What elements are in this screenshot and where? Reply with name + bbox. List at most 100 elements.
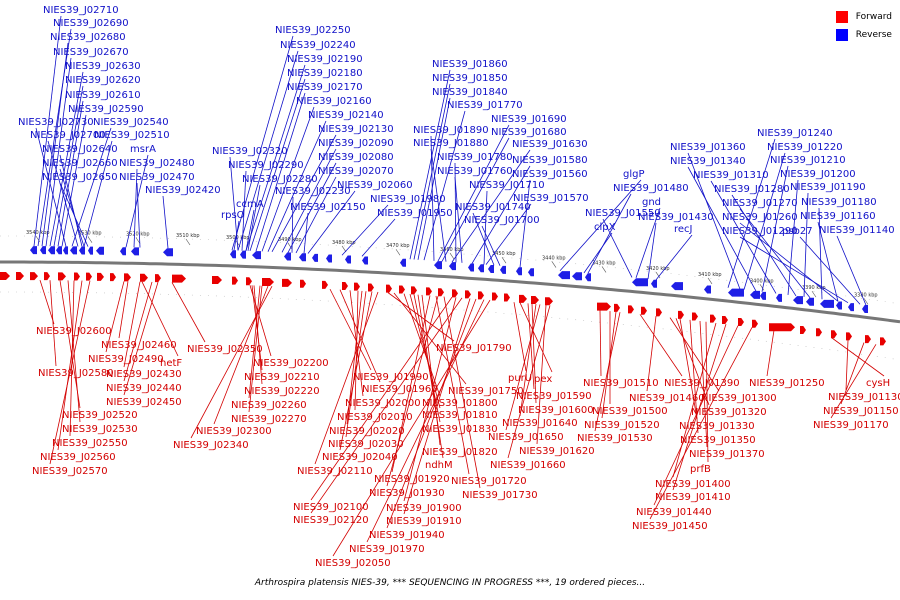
forward-gene-label: NIES39_J02200 bbox=[253, 358, 329, 369]
forward-gene-label: NIES39_J01130 bbox=[828, 392, 900, 403]
reverse-leader-line bbox=[41, 42, 69, 247]
forward-gene-label: NIES39_J02020 bbox=[329, 426, 405, 437]
forward-gene-label: NIES39_J01440 bbox=[636, 507, 712, 518]
reverse-gene-arrow bbox=[434, 261, 442, 270]
reverse-gene-arrow bbox=[704, 285, 711, 294]
reverse-leader-line bbox=[739, 208, 811, 298]
reverse-gene-arrow bbox=[312, 253, 318, 262]
reverse-gene-label: NIES39_J02290 bbox=[228, 160, 304, 171]
reverse-leader-line bbox=[471, 165, 531, 264]
forward-gene-arrow bbox=[465, 290, 471, 299]
reverse-gene-label: NIES39_J01360 bbox=[670, 142, 746, 153]
forward-gene-label: prfB bbox=[690, 464, 711, 475]
kbp-tick bbox=[501, 257, 507, 264]
forward-gene-arrow bbox=[74, 272, 80, 281]
reverse-gene-label: NIES39_J02630 bbox=[65, 61, 141, 72]
reverse-gene-label: NIES39_J02420 bbox=[145, 185, 221, 196]
forward-gene-label: NIES39_J02450 bbox=[106, 397, 182, 408]
forward-gene-label: NIES39_J01620 bbox=[519, 446, 595, 457]
reverse-leader-line bbox=[361, 218, 396, 257]
forward-gene-label: NIES39_J01830 bbox=[422, 424, 498, 435]
forward-leader-line bbox=[599, 310, 602, 377]
kbp-tick-label: 3530 kbp bbox=[78, 231, 102, 237]
forward-gene-label: purU bbox=[508, 373, 532, 384]
kbp-tick bbox=[655, 271, 661, 279]
reverse-leader-line bbox=[33, 15, 62, 247]
forward-gene-label: NIES39_J02550 bbox=[52, 438, 128, 449]
reverse-gene-label: NIES39_J01190 bbox=[790, 182, 866, 193]
reverse-gene-label: NIES39_J01560 bbox=[512, 169, 588, 180]
forward-gene-arrow bbox=[386, 284, 392, 293]
kbp-tick bbox=[811, 290, 817, 298]
reverse-gene-label: NIES39_J01200 bbox=[780, 169, 856, 180]
forward-gene-label: NIES39_J02040 bbox=[322, 452, 398, 463]
reverse-leader-line bbox=[818, 207, 823, 300]
kbp-tick-label: 3500 kbp bbox=[226, 235, 250, 241]
reverse-leader-line bbox=[739, 236, 849, 304]
reverse-gene-label: NIES39_J01550 bbox=[585, 208, 661, 219]
forward-gene-arrow bbox=[0, 272, 10, 281]
reverse-leader-line bbox=[83, 140, 113, 247]
reverse-gene-label: NIES39_J02710 bbox=[43, 5, 119, 16]
forward-leader-line bbox=[513, 302, 527, 372]
forward-gene-label: NIES39_J02430 bbox=[106, 369, 182, 380]
reverse-leader-line bbox=[47, 140, 79, 247]
forward-gene-arrow bbox=[438, 288, 444, 297]
forward-gene-arrow bbox=[262, 278, 274, 287]
reverse-gene-arrow bbox=[820, 299, 834, 308]
reverse-leader-line bbox=[727, 138, 776, 288]
reverse-gene-arrow bbox=[776, 293, 782, 302]
forward-gene-arrow bbox=[246, 277, 252, 286]
reverse-gene-arrow bbox=[63, 246, 68, 255]
forward-gene-arrow bbox=[710, 314, 716, 323]
forward-leader-line bbox=[251, 285, 263, 371]
forward-gene-label: NIES39_J02000 bbox=[345, 398, 421, 409]
forward-leader-line bbox=[339, 291, 373, 451]
kbp-tick-label: 3390 kbp bbox=[802, 285, 826, 291]
kbp-tick-label: 3480 kbp bbox=[332, 240, 356, 246]
reverse-leader-line bbox=[787, 179, 799, 295]
forward-leader-line bbox=[594, 312, 621, 432]
reverse-leader-line bbox=[583, 232, 613, 274]
forward-gene-label: NIES39_J02340 bbox=[173, 440, 249, 451]
forward-leader-line bbox=[49, 280, 91, 465]
reverse-leader-line bbox=[409, 69, 451, 260]
forward-gene-arrow bbox=[452, 289, 458, 298]
reverse-gene-label: NIES39_J01950 bbox=[377, 208, 453, 219]
kbp-tick bbox=[449, 252, 455, 260]
forward-leader-line bbox=[531, 303, 537, 404]
forward-gene-label: NIES39_J01970 bbox=[349, 544, 425, 555]
reverse-gene-label: NIES39_J01770 bbox=[447, 100, 523, 111]
reverse-gene-label: NIES39_J02650 bbox=[42, 172, 118, 183]
forward-gene-label: NIES39_J02110 bbox=[297, 466, 373, 477]
kbp-tick bbox=[707, 277, 713, 285]
forward-gene-label: NIES39_J01330 bbox=[679, 421, 755, 432]
kbp-tick bbox=[601, 266, 607, 273]
kbp-tick bbox=[863, 298, 869, 305]
reverse-gene-label: NIES39_J01160 bbox=[800, 211, 876, 222]
reverse-gene-arrow bbox=[671, 282, 683, 291]
forward-leader-line bbox=[393, 292, 467, 385]
reverse-leader-line bbox=[803, 192, 809, 297]
reverse-gene-arrow bbox=[40, 246, 46, 255]
forward-gene-arrow bbox=[140, 273, 148, 282]
kbp-tick bbox=[185, 238, 191, 246]
reverse-leader-line bbox=[430, 135, 435, 261]
forward-gene-label: hetF bbox=[160, 358, 182, 369]
reverse-gene-label: NIES39_J02280 bbox=[242, 174, 318, 185]
reverse-leader-line bbox=[303, 212, 309, 254]
reverse-gene-arrow bbox=[326, 254, 332, 263]
forward-gene-arrow bbox=[846, 332, 852, 341]
forward-leader-line bbox=[536, 304, 547, 445]
forward-leader-line bbox=[519, 304, 537, 417]
forward-gene-arrow bbox=[110, 273, 116, 282]
forward-leader-line bbox=[49, 280, 57, 367]
reverse-gene-arrow bbox=[252, 251, 261, 260]
reverse-gene-label: recJ bbox=[674, 224, 693, 235]
reverse-gene-label: NIES39_J01270 bbox=[722, 198, 798, 209]
reverse-gene-label: NIES39_J01430 bbox=[638, 212, 714, 223]
reverse-leader-line bbox=[743, 152, 786, 290]
reverse-gene-label: NIES39_J01240 bbox=[757, 128, 833, 139]
reverse-gene-arrow bbox=[572, 272, 582, 281]
